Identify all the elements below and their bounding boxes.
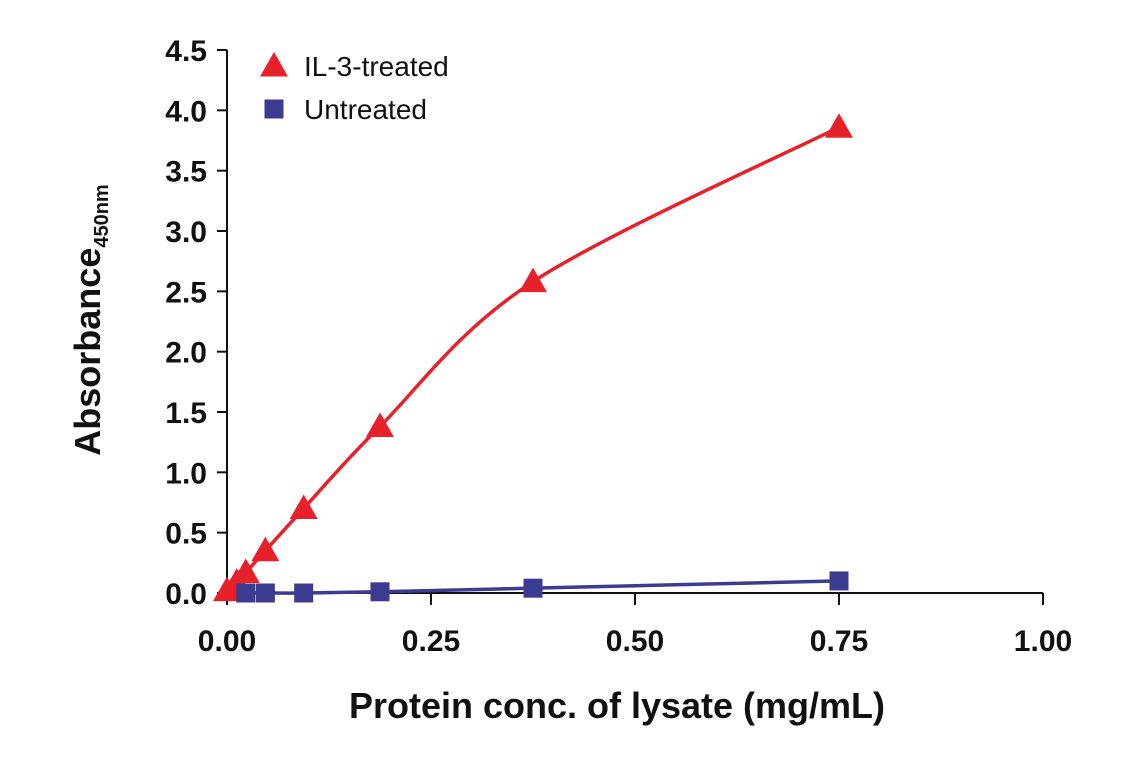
legend-item: Untreated xyxy=(264,94,427,125)
legend-item: IL-3-treated xyxy=(260,51,449,82)
triangle-marker xyxy=(289,494,318,520)
y-tick-label: 2.5 xyxy=(165,276,207,309)
svg-text:Absorbance450nm: Absorbance450nm xyxy=(67,184,113,455)
legend-label: IL-3-treated xyxy=(304,51,449,82)
square-marker xyxy=(294,583,314,603)
y-tick-label: 0.5 xyxy=(165,518,207,551)
triangle-marker xyxy=(519,267,547,293)
x-axis-title: Protein conc. of lysate (mg/mL) xyxy=(349,685,885,726)
y-tick-label: 1.5 xyxy=(165,397,207,430)
square-marker xyxy=(236,583,256,603)
y-tick-label: 3.0 xyxy=(165,216,207,249)
legend-label: Untreated xyxy=(304,94,427,125)
y-tick-label: 2.0 xyxy=(165,337,207,370)
square-marker xyxy=(255,583,275,603)
y-axis-title: Absorbance450nm xyxy=(67,184,113,455)
triangle-marker xyxy=(366,412,394,437)
x-tick-label: 0.50 xyxy=(606,625,664,658)
series-il3-treated xyxy=(213,113,853,602)
series-untreated xyxy=(236,571,849,603)
legend: IL-3-treated Untreated xyxy=(260,51,449,125)
series-line xyxy=(225,125,840,592)
series-layer xyxy=(213,113,853,603)
square-marker xyxy=(523,578,543,598)
triangle-marker xyxy=(825,113,853,138)
y-tick-label: 3.5 xyxy=(165,156,207,189)
x-tick-label: 0.25 xyxy=(402,625,460,658)
triangle-marker xyxy=(231,558,260,583)
y-tick-label: 1.0 xyxy=(165,457,207,490)
axes: 0.0 0.5 1.0 1.5 2.0 2.5 3.0 3.5 4.0 4.5 0.00 0.25 0.… xyxy=(165,35,1072,658)
y-tick-label: 4.5 xyxy=(165,35,207,68)
legend-square-icon xyxy=(264,99,284,119)
x-tick-label: 1.00 xyxy=(1014,625,1072,658)
square-marker xyxy=(829,571,849,591)
legend-triangle-icon xyxy=(260,52,288,77)
y-axis-title-main: Absorbance xyxy=(67,248,108,456)
y-tick-label: 4.0 xyxy=(165,95,207,128)
triangle-marker xyxy=(251,536,280,562)
y-axis-title-sub: 450nm xyxy=(91,184,113,247)
x-tick-label: 0.00 xyxy=(198,625,256,658)
x-tick-label: 0.75 xyxy=(810,625,868,658)
square-marker xyxy=(370,582,390,602)
y-tick-label: 0.0 xyxy=(165,578,207,611)
